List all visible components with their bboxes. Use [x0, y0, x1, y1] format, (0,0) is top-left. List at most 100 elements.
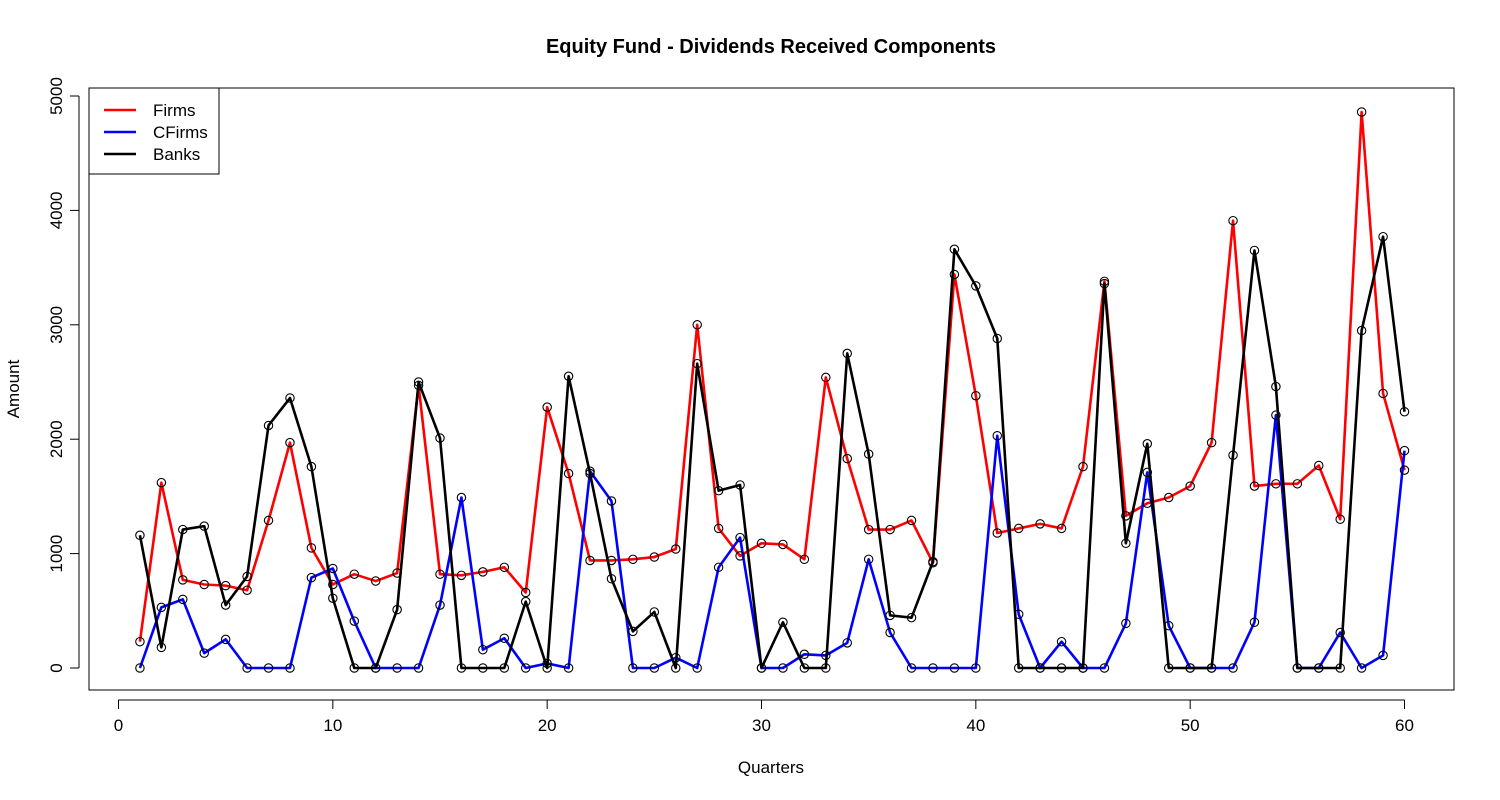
data-point-banks: [1142, 439, 1153, 449]
data-point-banks: [1271, 381, 1281, 392]
data-point-firms: [606, 555, 617, 566]
data-point-cfirms: [1356, 663, 1367, 673]
data-point-firms: [1056, 523, 1067, 534]
data-point-banks: [1035, 663, 1045, 673]
data-point-banks: [1163, 663, 1174, 673]
data-point-cfirms: [349, 616, 360, 626]
data-point-banks: [1399, 406, 1410, 417]
data-point-cfirms: [135, 663, 145, 673]
data-point-firms: [863, 524, 874, 535]
data-point-firms: [520, 587, 531, 598]
data-point-banks: [199, 521, 209, 531]
data-point-banks: [220, 600, 231, 610]
data-point-firms: [392, 568, 402, 578]
data-point-firms: [778, 539, 788, 550]
series-firms: [138, 110, 1406, 642]
data-point-cfirms: [1163, 620, 1174, 631]
data-point-cfirms: [542, 658, 552, 669]
data-point-firms: [1249, 481, 1260, 491]
x-tick-label: 10: [323, 716, 342, 735]
data-point-firms: [1292, 479, 1303, 489]
data-point-banks: [585, 468, 595, 479]
x-tick-label: 50: [1181, 716, 1200, 735]
data-point-cfirms: [1399, 445, 1410, 456]
data-point-firms: [885, 524, 895, 535]
data-point-cfirms: [1013, 609, 1024, 619]
data-point-firms: [499, 562, 510, 573]
data-point-banks: [1099, 278, 1110, 289]
data-point-cfirms: [199, 648, 209, 658]
data-point-banks: [328, 593, 338, 603]
data-point-cfirms: [1249, 617, 1260, 627]
data-point-cfirms: [799, 649, 810, 660]
data-point-banks: [563, 371, 574, 382]
data-point-firms: [370, 576, 381, 586]
data-point-cfirms: [628, 663, 638, 673]
data-point-firms: [692, 320, 702, 330]
data-point-banks: [1378, 231, 1388, 242]
data-point-banks: [649, 607, 660, 617]
data-point-cfirms: [1056, 636, 1067, 647]
data-point-firms: [842, 453, 852, 464]
data-point-firms: [413, 380, 424, 391]
data-point-banks: [1314, 663, 1324, 673]
data-point-firms: [821, 372, 831, 383]
data-point-banks: [735, 480, 745, 490]
data-point-cfirms: [1099, 663, 1110, 673]
data-point-firms: [156, 477, 167, 488]
data-point-cfirms: [992, 431, 1003, 441]
y-tick-label: 4000: [47, 191, 66, 229]
data-point-banks: [842, 348, 852, 359]
data-point-firms: [949, 269, 960, 280]
data-point-cfirms: [863, 554, 874, 565]
data-point-firms: [1099, 276, 1110, 287]
data-point-firms: [628, 554, 638, 565]
data-point-cfirms: [713, 562, 724, 573]
data-point-cfirms: [413, 663, 424, 673]
data-point-firms: [178, 575, 188, 585]
data-point-firms: [542, 402, 552, 412]
legend-label-cfirms: CFirms: [153, 123, 208, 142]
data-point-banks: [242, 571, 252, 582]
data-point-firms: [1335, 514, 1345, 525]
data-point-firms: [1314, 460, 1324, 471]
legend-label-banks: Banks: [153, 145, 200, 164]
data-point-banks: [606, 574, 617, 584]
data-point-banks: [756, 663, 767, 673]
data-point-firms: [992, 528, 1003, 538]
data-point-firms: [1078, 461, 1088, 472]
data-point-cfirms: [328, 563, 338, 574]
data-point-banks: [885, 610, 895, 621]
data-point-banks: [478, 663, 488, 673]
data-point-firms: [306, 543, 317, 553]
data-point-cfirms: [242, 663, 252, 673]
data-point-banks: [1056, 663, 1067, 673]
data-point-banks: [692, 358, 702, 369]
data-point-banks: [135, 530, 145, 541]
data-point-banks: [1078, 663, 1088, 673]
data-point-banks: [392, 604, 402, 615]
data-point-banks: [1292, 663, 1303, 673]
data-point-cfirms: [1378, 650, 1388, 661]
data-point-firms: [1013, 523, 1024, 534]
data-point-cfirms: [885, 627, 895, 638]
data-point-firms: [199, 579, 209, 590]
data-point-banks: [456, 663, 467, 673]
data-point-banks: [671, 663, 681, 673]
data-point-firms: [713, 523, 724, 534]
data-point-firms: [220, 580, 231, 591]
data-point-firms: [1142, 498, 1153, 509]
data-point-banks: [906, 612, 917, 623]
data-point-firms: [135, 636, 145, 647]
data-point-banks: [1228, 450, 1238, 460]
data-point-banks: [799, 663, 810, 673]
data-point-banks: [413, 377, 424, 387]
y-tick-label: 1000: [47, 535, 66, 573]
data-point-cfirms: [778, 663, 788, 673]
data-point-firms: [1356, 107, 1367, 117]
data-point-banks: [1185, 663, 1195, 673]
data-point-cfirms: [392, 663, 402, 673]
data-point-firms: [735, 551, 745, 561]
data-point-cfirms: [285, 663, 295, 673]
data-point-firms: [328, 579, 338, 590]
